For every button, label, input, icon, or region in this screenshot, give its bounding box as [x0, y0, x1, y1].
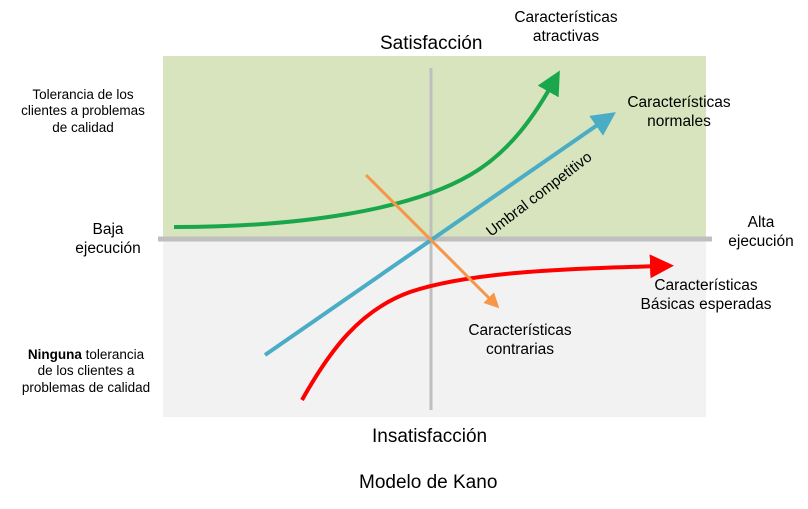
satisfaction-label: Satisfacción: [380, 33, 483, 54]
basic-curve: [300, 254, 674, 401]
tolerance-note: Tolerancia de los clientes a problemas d…: [21, 87, 145, 135]
low-execution-label: Baja ejecución: [75, 221, 141, 257]
normal-label: Características normales: [627, 94, 731, 130]
high-execution-label: Alta ejecución: [728, 214, 794, 250]
satisfaction-region: [163, 56, 706, 237]
dissatisfaction-label: Insatisfacción: [372, 426, 488, 447]
no-tolerance-bold: Ninguna: [27, 347, 82, 362]
contrary-label: Características contrarias: [468, 322, 572, 358]
no-tolerance-rest: tolerancia: [81, 347, 145, 362]
contrary-curve: [364, 173, 500, 309]
basic-label: Características Básicas esperadas: [640, 277, 772, 313]
caption: Modelo de Kano: [359, 472, 498, 493]
attractive-label: Características atractivas: [514, 9, 618, 45]
attractive-curve: [173, 70, 560, 229]
no-tolerance-note: Ninguna tolerancia de los clientes a pro…: [21, 347, 151, 395]
dissatisfaction-region: [163, 241, 706, 417]
normal-curve: [263, 112, 616, 357]
